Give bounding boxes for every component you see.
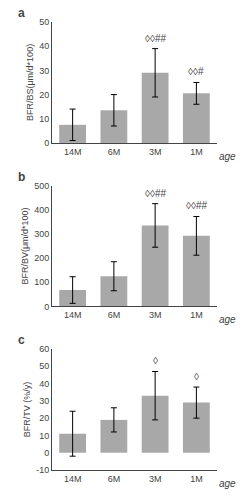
svg-text:◊: ◊ <box>194 371 199 382</box>
svg-text:20: 20 <box>39 90 49 100</box>
svg-text:10: 10 <box>39 114 49 124</box>
svg-text:-10: -10 <box>36 465 49 475</box>
svg-text:6M: 6M <box>108 310 121 320</box>
svg-text:14M: 14M <box>64 310 82 320</box>
svg-text:1M: 1M <box>190 147 203 157</box>
svg-text:age: age <box>219 478 236 489</box>
svg-text:20: 20 <box>39 413 49 423</box>
svg-text:50: 50 <box>39 17 49 27</box>
svg-text:40: 40 <box>39 41 49 51</box>
svg-text:50: 50 <box>39 361 49 371</box>
svg-text:6M: 6M <box>108 474 121 484</box>
svg-text:c: c <box>18 333 25 347</box>
svg-text:300: 300 <box>34 229 49 239</box>
svg-text:100: 100 <box>34 277 49 287</box>
svg-text:6M: 6M <box>108 147 121 157</box>
svg-text:◊◊##: ◊◊## <box>186 200 207 211</box>
svg-text:◊◊##: ◊◊## <box>145 33 166 44</box>
svg-text:◊◊#: ◊◊# <box>188 66 204 77</box>
svg-text:200: 200 <box>34 253 49 263</box>
svg-text:400: 400 <box>34 205 49 215</box>
svg-text:14M: 14M <box>64 474 82 484</box>
svg-text:30: 30 <box>39 66 49 76</box>
svg-text:age: age <box>219 314 236 325</box>
svg-text:1M: 1M <box>190 310 203 320</box>
svg-text:◊◊##: ◊◊## <box>145 188 166 199</box>
svg-text:14M: 14M <box>64 147 82 157</box>
svg-text:3M: 3M <box>149 474 162 484</box>
svg-text:10: 10 <box>39 431 49 441</box>
svg-text:0: 0 <box>44 302 49 312</box>
svg-text:BFR/BV(μm/d*100): BFR/BV(μm/d*100) <box>20 207 30 284</box>
svg-text:a: a <box>18 6 25 20</box>
svg-text:3M: 3M <box>149 310 162 320</box>
svg-text:1M: 1M <box>190 474 203 484</box>
svg-text:0: 0 <box>44 138 49 148</box>
svg-text:BFR/BS(μm/d*100): BFR/BS(μm/d*100) <box>25 44 35 121</box>
svg-text:BFR/TV (%/y): BFR/TV (%/y) <box>22 382 32 438</box>
svg-text:500: 500 <box>34 181 49 191</box>
svg-text:0: 0 <box>44 448 49 458</box>
svg-text:30: 30 <box>39 396 49 406</box>
svg-text:age: age <box>219 151 236 162</box>
svg-text:60: 60 <box>39 344 49 354</box>
svg-text:b: b <box>18 170 25 184</box>
svg-text:◊: ◊ <box>153 355 158 366</box>
svg-text:40: 40 <box>39 379 49 389</box>
svg-text:3M: 3M <box>149 147 162 157</box>
